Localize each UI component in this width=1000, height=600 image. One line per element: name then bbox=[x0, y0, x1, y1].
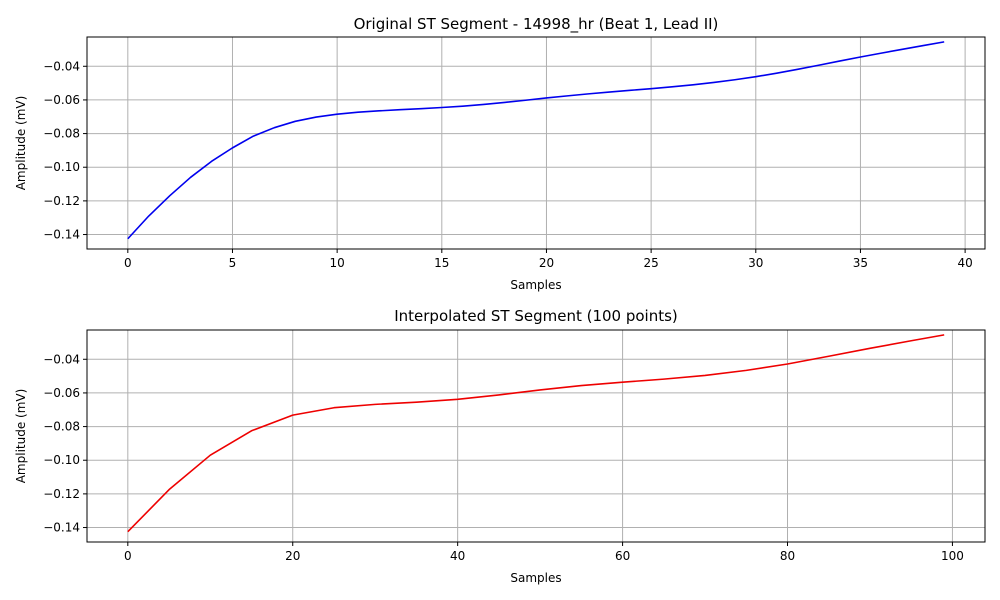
subplot-interpolated-frame bbox=[86, 329, 986, 543]
subplot-interpolated-ytick-label: −0.14 bbox=[43, 521, 80, 535]
subplot-interpolated-grid bbox=[87, 330, 985, 542]
subplot-original-grid bbox=[87, 37, 985, 249]
subplot-original-ytick-label: −0.06 bbox=[43, 93, 80, 107]
subplot-interpolated: Interpolated ST Segment (100 points) 0 20… bbox=[14, 307, 986, 585]
subplot-interpolated-xtick-label: 60 bbox=[615, 549, 630, 563]
subplot-original-xtick-label: 30 bbox=[748, 256, 763, 270]
subplot-original-ytick-label: −0.04 bbox=[43, 59, 80, 73]
subplot-interpolated-series-line bbox=[127, 334, 945, 533]
subplot-interpolated-xtick-label: 100 bbox=[941, 549, 964, 563]
subplot-interpolated-xtick-label: 40 bbox=[450, 549, 465, 563]
subplot-interpolated-ytick-label: −0.04 bbox=[43, 352, 80, 366]
subplot-interpolated-ylabel: Amplitude (mV) bbox=[14, 389, 28, 484]
subplot-original-ytick-label: −0.10 bbox=[43, 160, 80, 174]
subplot-original-xtick-label: 40 bbox=[957, 256, 972, 270]
subplot-interpolated-xlabel: Samples bbox=[510, 571, 561, 585]
subplot-original-ytick-label: −0.12 bbox=[43, 194, 80, 208]
subplot-original-ylabel: Amplitude (mV) bbox=[14, 96, 28, 191]
subplot-original-xtick-label: 10 bbox=[330, 256, 345, 270]
subplot-original-ticks: 0 5 10 15 20 25 30 35 40 −0.14 −0.12 −0.10 −0.08 −0.0… bbox=[43, 59, 973, 270]
subplot-original: Original ST Segment - 14998_hr (Beat 1, … bbox=[14, 15, 986, 292]
subplot-original-ytick-label: −0.08 bbox=[43, 127, 80, 141]
subplot-interpolated-ytick-label: −0.06 bbox=[43, 386, 80, 400]
subplot-interpolated-xtick-label: 20 bbox=[285, 549, 300, 563]
subplot-original-xtick-label: 20 bbox=[539, 256, 554, 270]
subplot-interpolated-ticks: 0 20 40 60 80 100 −0.14 −0.12 −0.10 −0.08 −0.06 −0.… bbox=[43, 352, 964, 563]
subplot-original-xtick-label: 25 bbox=[643, 256, 658, 270]
subplot-interpolated-ytick-label: −0.10 bbox=[43, 453, 80, 467]
subplot-interpolated-xtick-label: 0 bbox=[124, 549, 132, 563]
subplot-original-title: Original ST Segment - 14998_hr (Beat 1, … bbox=[354, 15, 719, 34]
subplot-original-frame bbox=[86, 36, 986, 250]
subplot-interpolated-title: Interpolated ST Segment (100 points) bbox=[394, 307, 678, 325]
subplot-original-series-line bbox=[127, 41, 945, 240]
subplot-original-xtick-label: 35 bbox=[853, 256, 868, 270]
subplot-original-ytick-label: −0.14 bbox=[43, 228, 80, 242]
subplot-original-xlabel: Samples bbox=[510, 278, 561, 292]
subplot-interpolated-ytick-label: −0.12 bbox=[43, 487, 80, 501]
subplot-interpolated-ytick-label: −0.08 bbox=[43, 420, 80, 434]
subplot-interpolated-xtick-label: 80 bbox=[780, 549, 795, 563]
subplot-original-xtick-label: 5 bbox=[229, 256, 237, 270]
subplot-original-xtick-label: 0 bbox=[124, 256, 132, 270]
subplot-original-xtick-label: 15 bbox=[434, 256, 449, 270]
